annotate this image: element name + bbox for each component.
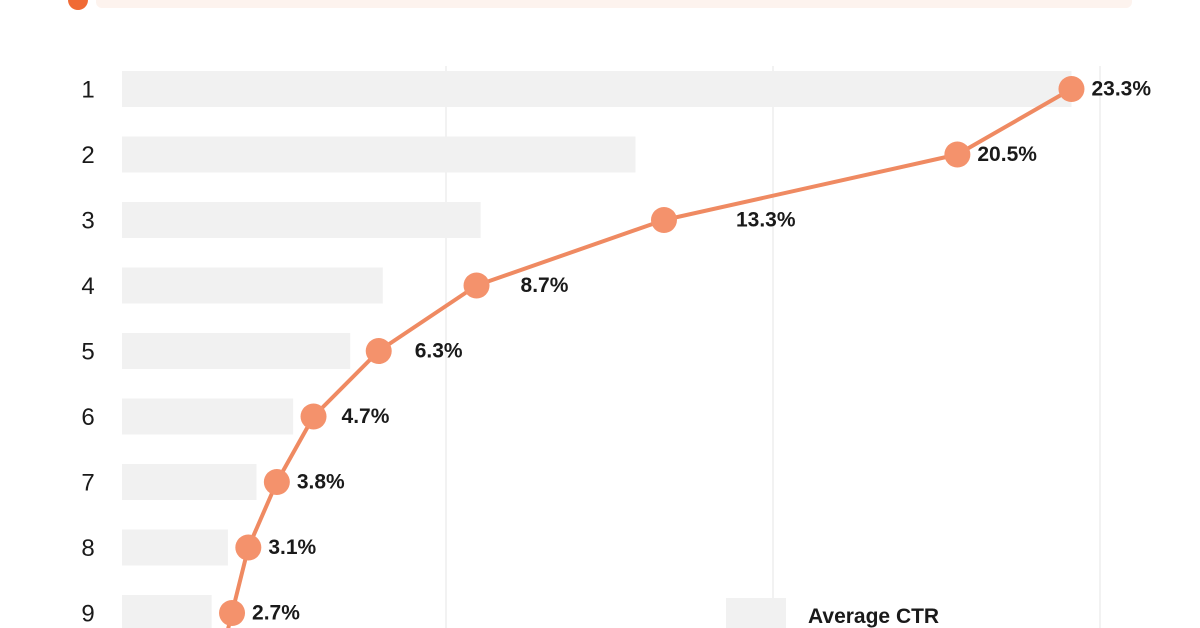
- ctr-point: [365, 338, 392, 364]
- ctr-bar: [122, 136, 636, 173]
- rank-label: 1: [81, 76, 94, 103]
- ctr-bar: [122, 529, 228, 566]
- value-label: 2.7%: [252, 602, 300, 625]
- rank-label: 3: [81, 207, 94, 234]
- ctr-point: [463, 272, 490, 299]
- ctr-bar: [122, 202, 481, 238]
- ctr-bar: [122, 333, 351, 369]
- ctr-bar: [122, 267, 383, 304]
- rank-label: 4: [81, 273, 94, 300]
- ctr-point: [650, 207, 677, 233]
- ctr-bar: [122, 398, 294, 435]
- ctr-point: [1058, 76, 1085, 102]
- ctr-markers: [219, 76, 1085, 626]
- ctr-bar: [122, 595, 212, 628]
- top-accent-tab: [68, 0, 88, 10]
- top-banner: [96, 0, 1132, 8]
- rank-label: 7: [81, 469, 94, 496]
- ctr-line: [226, 87, 1074, 628]
- value-label: 8.7%: [521, 274, 569, 297]
- ctr-bar: [122, 71, 1072, 107]
- value-label: 3.8%: [297, 471, 345, 494]
- value-label: 3.1%: [268, 536, 316, 559]
- legend-label: Average CTR: [808, 605, 939, 628]
- rank-labels: 1 2 3 4 5 6 7 8 9: [81, 76, 94, 627]
- ctr-bar: [122, 464, 257, 500]
- bars: [122, 71, 1072, 628]
- rank-label: 9: [81, 600, 94, 627]
- ctr-point: [263, 469, 290, 495]
- ctr-point: [944, 141, 971, 168]
- value-label: 20.5%: [977, 143, 1037, 166]
- value-label: 4.7%: [342, 405, 390, 428]
- value-label: 23.3%: [1091, 78, 1151, 101]
- ctr-point: [300, 403, 327, 430]
- rank-label: 2: [81, 142, 94, 169]
- legend: Average CTR: [726, 598, 939, 628]
- ctr-point: [235, 534, 262, 561]
- rank-label: 8: [81, 535, 94, 562]
- value-label: 13.3%: [736, 209, 796, 232]
- ctr-line-path: [226, 87, 1074, 628]
- rank-label: 6: [81, 404, 94, 431]
- rank-label: 5: [81, 338, 94, 365]
- value-labels: 23.3% 20.5% 13.3% 8.7% 6.3% 4.7% 3.8% 3.1% 2.7%: [252, 78, 1151, 625]
- ctr-point: [219, 600, 246, 626]
- legend-swatch: [726, 598, 786, 628]
- value-label: 6.3%: [415, 340, 463, 363]
